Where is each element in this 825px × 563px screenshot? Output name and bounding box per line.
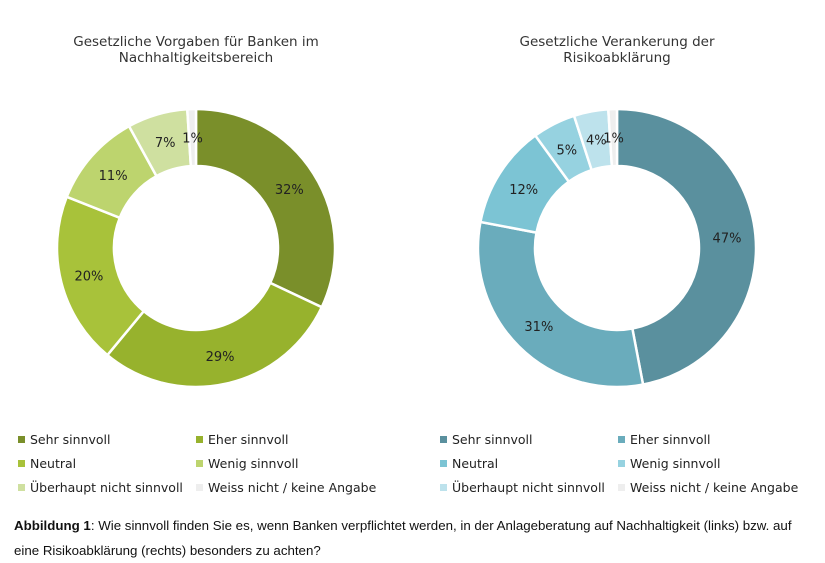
slice-label: 20% bbox=[75, 269, 104, 284]
legend-swatch bbox=[18, 436, 25, 443]
legend-swatch bbox=[196, 436, 203, 443]
legend-label: Eher sinnvoll bbox=[208, 432, 289, 447]
legend-label: Eher sinnvoll bbox=[630, 432, 711, 447]
legend-entry: Eher sinnvoll bbox=[196, 432, 406, 447]
donut-slice bbox=[194, 107, 337, 309]
legend-swatch bbox=[196, 460, 203, 467]
legend-entry: Neutral bbox=[18, 456, 196, 471]
donut-chart-right: Gesetzliche Verankerung derRisikoabkläru… bbox=[476, 34, 758, 389]
legend-swatch bbox=[18, 460, 25, 467]
legend-entry: Sehr sinnvoll bbox=[440, 432, 618, 447]
legend-entry: Überhaupt nicht sinnvoll bbox=[18, 480, 196, 495]
legend-label: Wenig sinnvoll bbox=[208, 456, 299, 471]
slice-label: 4% bbox=[586, 133, 607, 148]
donut-slice bbox=[606, 107, 619, 168]
legend-swatch bbox=[440, 484, 447, 491]
legend-label: Weiss nicht / keine Angabe bbox=[208, 480, 377, 495]
legend-right: Sehr sinnvoll Eher sinnvoll Neutral Wenig s… bbox=[440, 432, 825, 495]
legend-entry: Überhaupt nicht sinnvoll bbox=[440, 480, 618, 495]
chart-title-line: Gesetzliche Verankerung der bbox=[519, 34, 714, 50]
legend-label: Sehr sinnvoll bbox=[30, 432, 111, 447]
legend-swatch bbox=[440, 436, 447, 443]
legend-entry: Weiss nicht / keine Angabe bbox=[196, 480, 406, 495]
legend-label: Neutral bbox=[30, 456, 77, 471]
slice-label: 5% bbox=[557, 144, 578, 159]
legend-entry: Wenig sinnvoll bbox=[618, 456, 825, 471]
slice-label: 7% bbox=[155, 136, 176, 151]
slice-label: 1% bbox=[182, 132, 203, 147]
legend-label: Wenig sinnvoll bbox=[630, 456, 721, 471]
legend-left: Sehr sinnvoll Eher sinnvoll Neutral Wenig s… bbox=[18, 432, 418, 495]
slice-label: 1% bbox=[603, 132, 624, 147]
legend-label: Weiss nicht / keine Angabe bbox=[630, 480, 799, 495]
slice-label: 32% bbox=[275, 183, 304, 198]
legend-entry: Weiss nicht / keine Angabe bbox=[618, 480, 825, 495]
slice-label: 31% bbox=[524, 320, 553, 335]
charts-area: Gesetzliche Vorgaben für Banken imNachha… bbox=[55, 34, 758, 389]
chart-title-line: Gesetzliche Vorgaben für Banken im bbox=[73, 34, 319, 50]
donut-slice bbox=[615, 107, 758, 387]
legend-swatch bbox=[618, 436, 625, 443]
figure-caption: Abbildung 1: Wie sinnvoll finden Sie es,… bbox=[14, 513, 814, 563]
donut-chart-left: Gesetzliche Vorgaben für Banken imNachha… bbox=[55, 34, 337, 389]
donut-slice bbox=[185, 107, 198, 168]
chart-title-line: Nachhaltigkeitsbereich bbox=[119, 50, 273, 66]
slice-label: 29% bbox=[206, 350, 235, 365]
legend-label: Überhaupt nicht sinnvoll bbox=[452, 480, 605, 495]
donut-slice bbox=[476, 220, 645, 389]
legend-swatch bbox=[440, 460, 447, 467]
slice-label: 47% bbox=[713, 232, 742, 247]
caption-label: Abbildung 1 bbox=[14, 518, 91, 533]
legend-entry: Eher sinnvoll bbox=[618, 432, 825, 447]
legend-label: Sehr sinnvoll bbox=[452, 432, 533, 447]
slice-label: 11% bbox=[99, 169, 128, 184]
legend-entry: Neutral bbox=[440, 456, 618, 471]
slice-label: 12% bbox=[509, 183, 538, 198]
legend-entry: Sehr sinnvoll bbox=[18, 432, 196, 447]
legend-label: Überhaupt nicht sinnvoll bbox=[30, 480, 183, 495]
legend-label: Neutral bbox=[452, 456, 499, 471]
legend-swatch bbox=[18, 484, 25, 491]
donut-slice bbox=[105, 281, 324, 389]
chart-title-line: Risikoabklärung bbox=[563, 50, 670, 66]
legend-swatch bbox=[618, 460, 625, 467]
legend-entry: Wenig sinnvoll bbox=[196, 456, 406, 471]
legend-swatch bbox=[196, 484, 203, 491]
caption-text: : Wie sinnvoll finden Sie es, wenn Banke… bbox=[14, 518, 792, 558]
legend-swatch bbox=[618, 484, 625, 491]
